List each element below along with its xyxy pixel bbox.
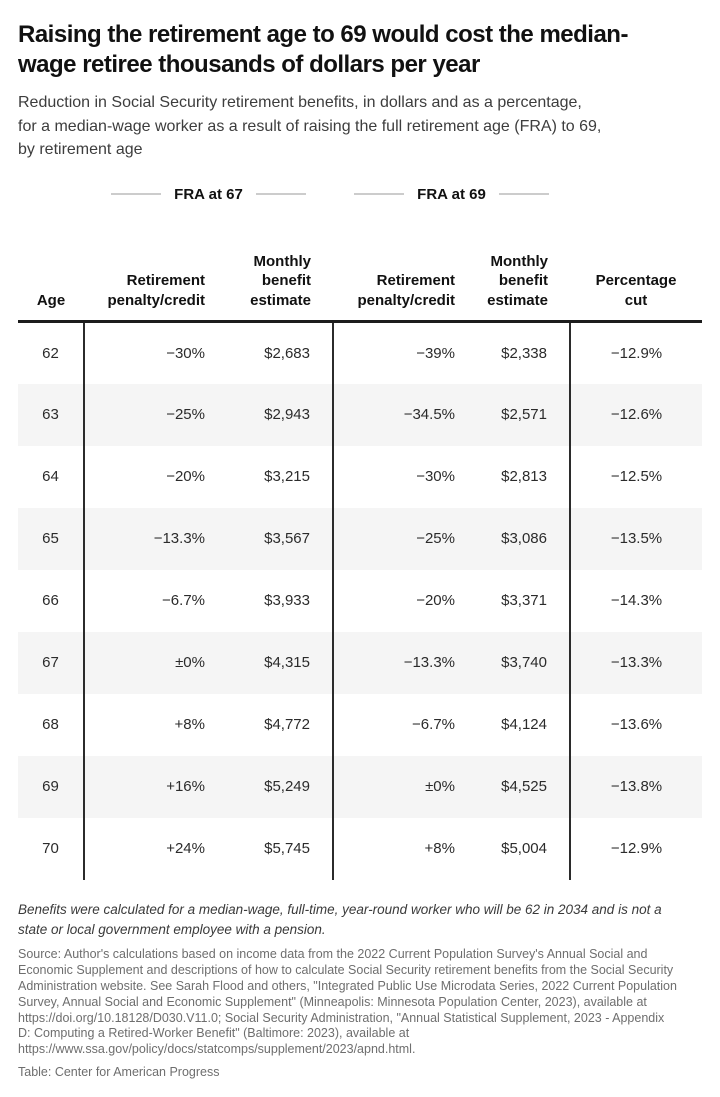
group-divider-line [498, 193, 549, 196]
cell-age: 70 [42, 840, 59, 858]
cell-fra69-benefit: $2,571 [501, 406, 547, 424]
cell-fra67-penalty: +8% [83, 693, 210, 756]
column-group-label-fra67: FRA at 67 [174, 185, 243, 203]
cell-fra69-benefit: $3,086 [501, 530, 547, 548]
cell-percentage-cut: −13.8% [569, 755, 702, 818]
cell-fra67-benefit: $3,215 [264, 468, 310, 486]
cell-fra69-benefit: $4,124 [501, 716, 547, 734]
cell-fra69-penalty: −13.3% [332, 631, 460, 694]
cell-percentage-cut: −13.6% [569, 693, 702, 756]
cell-percentage-cut: −12.5% [569, 445, 702, 508]
cell-fra69-benefit: $5,004 [501, 840, 547, 858]
cell-fra67-benefit: $3,933 [264, 592, 310, 610]
cell-fra67-benefit: $3,567 [264, 530, 310, 548]
column-group-fra69: FRA at 69 [333, 185, 570, 204]
column-group-headers: FRA at 67 FRA at 69 [84, 185, 702, 204]
subtitle: Reduction in Social Security retirement … [18, 93, 602, 159]
table-row: 63 −25% $2,943 −34.5% $2,571 −12.6% [18, 383, 702, 446]
cell-fra67-penalty: −25% [83, 383, 210, 446]
table-row: 64 −20% $3,215 −30% $2,813 −12.5% [18, 445, 702, 508]
cell-fra67-benefit: $5,745 [264, 840, 310, 858]
group-divider-line [354, 193, 405, 196]
cell-fra67-penalty: +16% [83, 755, 210, 818]
column-header-percentage-cut: Percentage cut [570, 203, 702, 324]
cell-fra69-penalty: +8% [332, 817, 460, 880]
footnote: Benefits were calculated for a median-wa… [18, 901, 662, 937]
cell-fra69-penalty: ±0% [332, 755, 460, 818]
cell-age: 64 [42, 468, 59, 486]
table-row: 69 +16% $5,249 ±0% $4,525 −13.8% [18, 755, 702, 818]
benefits-table: Age Retirement penalty/credit Monthly be… [18, 203, 702, 880]
cell-fra69-penalty: −39% [332, 321, 460, 384]
cell-fra67-benefit: $5,249 [264, 778, 310, 796]
table-row: 65 −13.3% $3,567 −25% $3,086 −13.5% [18, 507, 702, 570]
column-group-fra67: FRA at 67 [84, 185, 333, 204]
column-group-label-fra69: FRA at 69 [417, 185, 486, 203]
table-row: 62 −30% $2,683 −39% $2,338 −12.9% [18, 321, 702, 384]
cell-fra69-benefit: $3,740 [501, 654, 547, 672]
column-header-fra67-benefit: Monthly benefit estimate [210, 203, 333, 324]
source-note: Source: Author's calculations based on i… [18, 947, 677, 1057]
column-header-fra67-penalty: Retirement penalty/credit [84, 203, 210, 324]
cell-percentage-cut: −12.9% [569, 321, 702, 384]
cell-age: 63 [42, 406, 59, 424]
cell-fra69-penalty: −6.7% [332, 693, 460, 756]
table-row: 67 ±0% $4,315 −13.3% $3,740 −13.3% [18, 631, 702, 694]
cell-fra67-penalty: −20% [83, 445, 210, 508]
cell-fra67-benefit: $4,315 [264, 654, 310, 672]
cell-age: 67 [42, 654, 59, 672]
cell-fra67-benefit: $2,683 [264, 345, 310, 363]
cell-age: 65 [42, 530, 59, 548]
cell-fra67-penalty: ±0% [83, 631, 210, 694]
cell-fra69-benefit: $3,371 [501, 592, 547, 610]
cell-percentage-cut: −13.3% [569, 631, 702, 694]
cell-age: 68 [42, 716, 59, 734]
cell-fra69-penalty: −34.5% [332, 383, 460, 446]
cell-fra67-penalty: −30% [83, 321, 210, 384]
cell-age: 66 [42, 592, 59, 610]
cell-fra69-penalty: −30% [332, 445, 460, 508]
page-title: Raising the retirement age to 69 would c… [18, 21, 628, 79]
cell-fra67-penalty: −13.3% [83, 507, 210, 570]
cell-fra69-benefit: $2,813 [501, 468, 547, 486]
cell-fra69-penalty: −25% [332, 507, 460, 570]
cell-fra69-benefit: $4,525 [501, 778, 547, 796]
column-header-fra69-benefit: Monthly benefit estimate [460, 203, 570, 324]
group-divider-line [111, 193, 162, 196]
cell-fra67-benefit: $4,772 [264, 716, 310, 734]
cell-percentage-cut: −13.5% [569, 507, 702, 570]
cell-age: 69 [42, 778, 59, 796]
cell-fra69-benefit: $2,338 [501, 345, 547, 363]
cell-percentage-cut: −14.3% [569, 569, 702, 632]
cell-percentage-cut: −12.6% [569, 383, 702, 446]
cell-fra67-penalty: +24% [83, 817, 210, 880]
cell-fra67-penalty: −6.7% [83, 569, 210, 632]
table-row: 68 +8% $4,772 −6.7% $4,124 −13.6% [18, 693, 702, 756]
table-body: 62 −30% $2,683 −39% $2,338 −12.9% 63 −25% $2,943… [18, 321, 702, 880]
table-row: 70 +24% $5,745 +8% $5,004 −12.9% [18, 817, 702, 880]
table-credit: Table: Center for American Progress [18, 1065, 220, 1080]
column-header-fra69-penalty: Retirement penalty/credit [333, 203, 460, 324]
table-header-row: Age Retirement penalty/credit Monthly be… [18, 203, 702, 324]
cell-age: 62 [42, 345, 59, 363]
group-divider-line [255, 193, 306, 196]
column-header-age: Age [18, 203, 84, 324]
cell-percentage-cut: −12.9% [569, 817, 702, 880]
cell-fra69-penalty: −20% [332, 569, 460, 632]
table-row: 66 −6.7% $3,933 −20% $3,371 −14.3% [18, 569, 702, 632]
cell-fra67-benefit: $2,943 [264, 406, 310, 424]
